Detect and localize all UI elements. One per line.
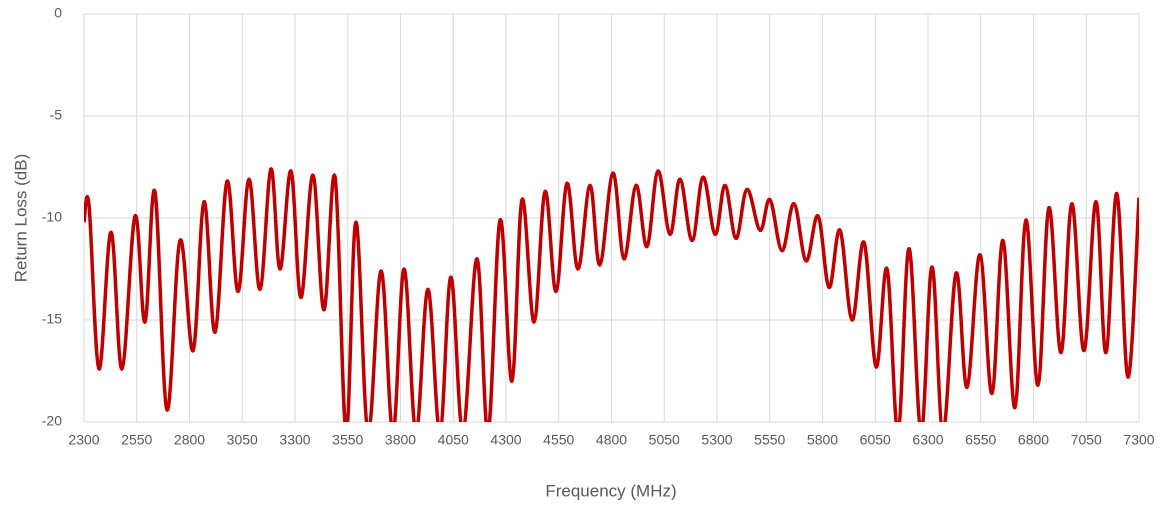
y-tick-label: -10: [42, 209, 62, 225]
x-tick-label: 3050: [227, 432, 258, 448]
x-tick-label: 2550: [121, 432, 152, 448]
x-tick-label: 4050: [438, 432, 469, 448]
x-tick-label: 5300: [701, 432, 732, 448]
y-tick-label: -20: [42, 413, 62, 429]
x-tick-label: 2800: [174, 432, 205, 448]
x-tick-label: 5550: [754, 432, 785, 448]
y-tick-label: -15: [42, 311, 62, 327]
x-tick-label: 2300: [68, 432, 99, 448]
plot-area: [84, 167, 1139, 422]
x-tick-label: 6550: [965, 432, 996, 448]
y-axis-title: Return Loss (dB): [11, 154, 30, 283]
x-tick-label: 7300: [1123, 432, 1154, 448]
x-tick-label: 3550: [332, 432, 363, 448]
x-tick-label: 6050: [860, 432, 891, 448]
x-tick-label: 6800: [1018, 432, 1049, 448]
y-tick-label: -5: [50, 107, 63, 123]
x-tick-label: 5800: [807, 432, 838, 448]
x-tick-label: 3300: [279, 432, 310, 448]
x-tick-label: 4800: [596, 432, 627, 448]
x-tick-label: 6300: [912, 432, 943, 448]
grid: [83, 13, 1140, 423]
x-tick-label: 4300: [490, 432, 521, 448]
x-tick-label: 5050: [649, 432, 680, 448]
x-axis-title: Frequency (MHz): [545, 481, 676, 500]
data-line: [84, 167, 1139, 422]
x-tick-label: 3800: [385, 432, 416, 448]
x-tick-label: 7050: [1071, 432, 1102, 448]
x-tick-label: 4550: [543, 432, 574, 448]
y-tick-label: 0: [54, 5, 62, 21]
